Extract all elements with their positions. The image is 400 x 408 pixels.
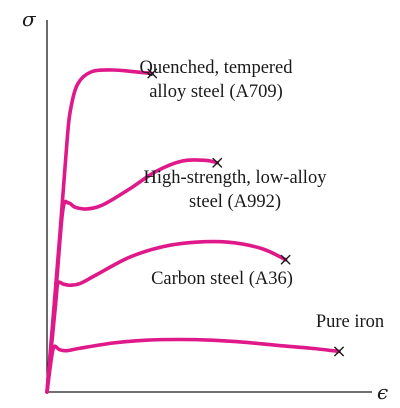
- fracture-stroke-4-2: [334, 346, 344, 357]
- series-label-1: Quenched, tempered alloy steel (A709): [139, 58, 293, 102]
- series-line-3: [45, 239, 288, 394]
- fracture-point-2: [212, 157, 223, 168]
- fracture-stroke-1-2: [147, 68, 158, 79]
- axes: σ ϵ: [22, 7, 388, 404]
- series-label-4: Pure iron: [316, 312, 384, 332]
- series-label-line: Quenched, tempered: [139, 58, 293, 78]
- fracture-point-3: [280, 254, 291, 265]
- fracture-point-1: [147, 68, 158, 79]
- fracture-point-4: [334, 346, 344, 357]
- series-label-line: steel (A992): [189, 192, 281, 212]
- series-label-line: High-strength, low-alloy: [144, 168, 328, 188]
- series-label-line: alloy steel (A709): [149, 82, 283, 102]
- series-label-3: Carbon steel (A36): [151, 269, 293, 289]
- fracture-stroke-3-2: [280, 254, 291, 265]
- series-layer: Quenched, tempered alloy steel (A709) High…: [45, 58, 384, 394]
- series-line-4: [45, 337, 341, 394]
- series-label-line: Carbon steel (A36): [151, 269, 293, 289]
- y-axis-label: σ: [22, 7, 37, 31]
- series-line-2: [45, 158, 220, 394]
- series-label-line: Pure iron: [316, 312, 384, 332]
- series-3: Carbon steel (A36): [45, 239, 293, 394]
- x-axis-label: ϵ: [377, 380, 388, 404]
- series-label-2: High-strength, low-alloy steel (A992): [144, 168, 328, 212]
- series-4: Pure iron: [45, 312, 384, 394]
- fracture-stroke-2-2: [212, 157, 223, 168]
- series-2: High-strength, low-alloy steel (A992): [45, 157, 328, 394]
